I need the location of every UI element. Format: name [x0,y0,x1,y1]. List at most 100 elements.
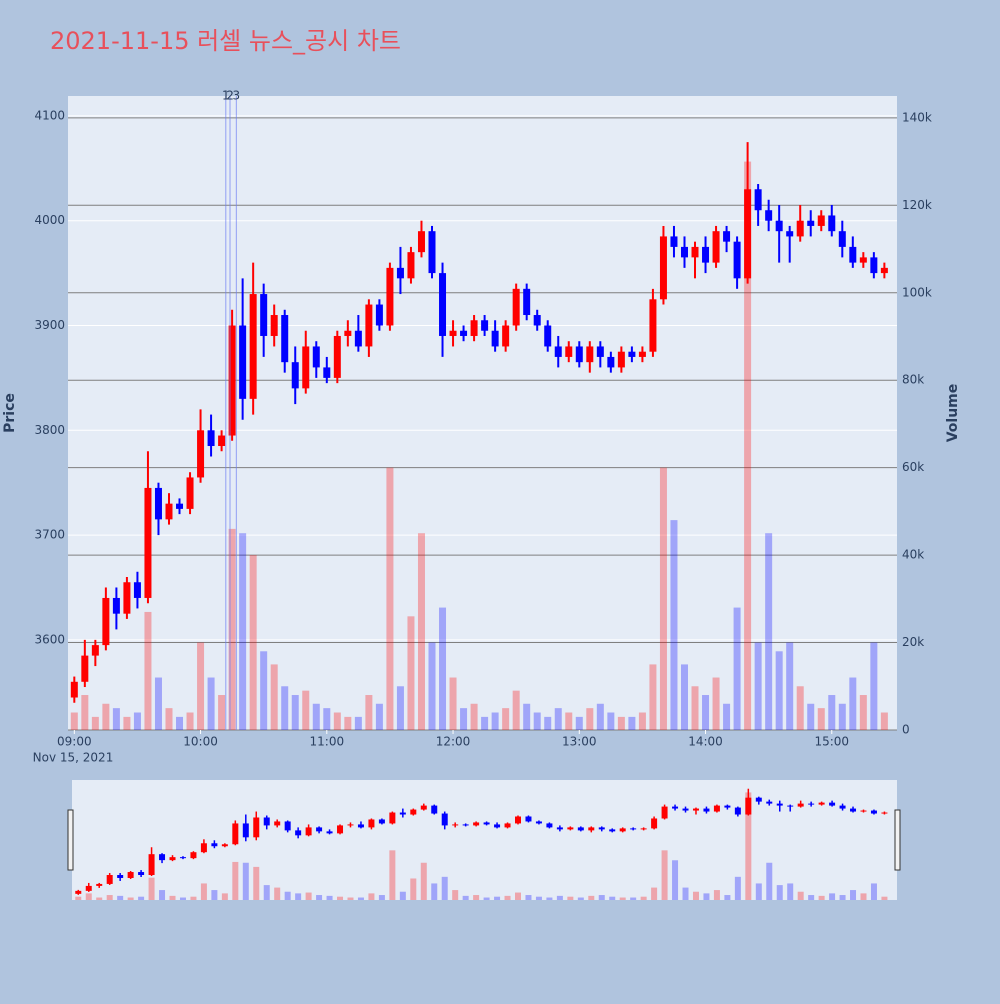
slider-volume-bar [577,897,584,900]
candle-body [396,267,404,279]
volume-bar [165,708,173,730]
slider-volume-bar [515,892,522,900]
slider-candle-body [117,875,124,878]
slider-candle-body [797,803,804,807]
slider-candle-body [148,854,155,876]
slider-candle-body [190,852,197,859]
y-tick-label: 3800 [34,423,65,437]
slider-volume-bar [546,897,553,900]
slider-volume-bar [494,896,501,900]
slider-volume-bar [567,896,574,900]
candle-body [176,503,184,509]
slider-volume-bar [410,878,417,900]
slider-volume-bar [347,897,354,900]
candle-body [502,325,510,347]
slider-volume-bar [535,896,542,900]
candle-body [207,430,215,447]
slider-candle-body [808,803,815,805]
slider-volume-bar [232,861,239,900]
slider-volume-bar [556,895,563,900]
y2-tick-label: 0 [902,723,910,737]
slider-volume-bar [473,895,480,900]
slider-candle-body [546,823,553,828]
slider-volume-bar [797,891,804,900]
candle-body [849,246,857,263]
slider-candle-body [535,821,542,824]
volume-bar [344,716,352,730]
candle-body [617,351,625,368]
volume-bar [228,528,236,730]
slider-volume-bar [734,876,741,900]
candle-body [565,346,573,357]
y-tick-label: 4100 [34,108,65,122]
volume-bar [733,607,741,730]
y2-tick-label: 140k [902,110,932,124]
volume-bar [176,716,184,730]
candle-body [407,252,415,279]
volume-bar [396,686,404,730]
slider-volume-bar [316,895,323,900]
candle-body [365,304,373,347]
volume-bar [281,686,289,730]
x-tick-label: 15:00 [814,735,849,749]
slider-volume-bar [85,893,92,900]
volume-bar [386,467,394,730]
volume-bar [870,642,878,730]
candle-body [659,236,667,300]
slider-candle-body [221,844,228,847]
candle-body [491,330,499,347]
volume-bar [817,708,825,730]
candle-body [544,325,552,347]
candle-body [765,210,773,221]
slider-candle-body [263,817,270,826]
range-slider[interactable] [72,780,897,900]
candle-body [533,315,541,326]
slider-volume-bar [829,893,836,900]
slider-candle-body [127,872,134,878]
slider-volume-bar [588,895,595,900]
volume-bar [744,161,752,731]
slider-volume-bar [75,896,82,900]
slider-candle-body [598,827,605,830]
slider-candle-body [870,810,877,814]
volume-bar [428,642,436,730]
volume-bar [859,695,867,730]
slider-volume-bar [211,890,218,900]
x-tick-label: 11:00 [310,735,345,749]
y2-axis-title: Volume [945,384,961,443]
candle-body [417,231,425,253]
slider-volume-bar [504,895,511,900]
candle-body [596,346,604,357]
slider-candle-body [682,808,689,811]
y2-tick-label: 20k [902,635,924,649]
volume-bar [102,703,110,730]
slider-candle-body [431,805,438,814]
slider-candle-body [692,808,699,811]
candle-body [838,231,846,247]
candle-body [218,435,226,447]
slider-candle-body [389,812,396,824]
candle-body [460,330,468,336]
slider-candle-body [515,816,522,824]
news-marker-label: 1 [222,89,230,103]
y-tick-label: 3900 [34,318,65,332]
slider-volume-bar [745,792,752,900]
slider-candle-body [724,805,731,808]
volume-bar [680,664,688,730]
range-handle[interactable] [894,809,901,871]
y2-tick-label: 100k [902,285,932,299]
volume-bar [239,533,247,730]
candle-body [786,231,794,237]
candle-body [554,346,562,357]
volume-bar [70,712,78,730]
slider-candle-body [337,825,344,834]
range-handle[interactable] [67,809,74,871]
candle-body [133,582,141,598]
slider-volume-bar [661,850,668,900]
volume-bar [270,664,278,730]
y2-tick-label: 40k [902,548,924,562]
slider-candle-body [378,819,385,824]
volume-bar [775,651,783,730]
slider-candle-body [399,812,406,815]
slider-candle-body [420,805,427,810]
